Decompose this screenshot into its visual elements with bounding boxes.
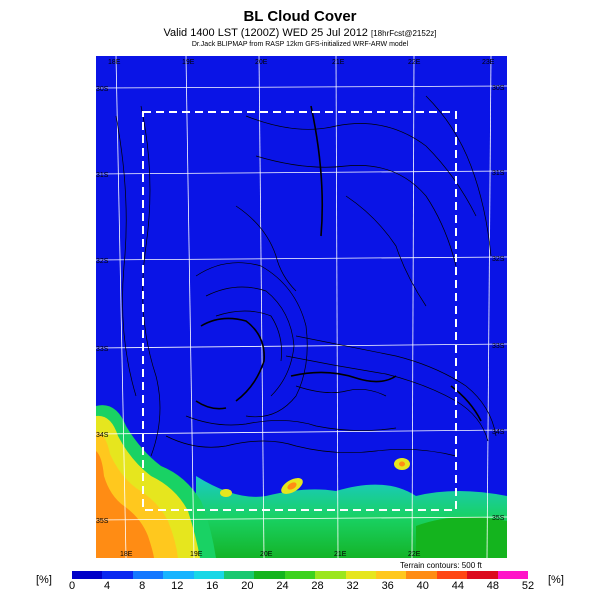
lon-label: 20E — [255, 59, 268, 66]
lat-label: 31S — [96, 172, 109, 179]
forecast-info: [18hrFcst@2152z] — [371, 29, 437, 38]
colorbar-segment — [497, 571, 529, 579]
lon-label: 18E — [120, 551, 133, 558]
lat-label: 35S — [96, 518, 109, 525]
lat-label: 34S — [492, 429, 505, 436]
colorbar-tick-label: 16 — [206, 580, 219, 592]
colorbar-segment — [345, 571, 377, 579]
lat-label: 33S — [492, 343, 505, 350]
lon-label: 19E — [190, 551, 203, 558]
colorbar-tick-label: 28 — [311, 580, 324, 592]
terrain-contours — [115, 95, 497, 457]
cloud-spot — [220, 489, 232, 497]
model-credit: Dr.Jack BLIPMAP from RASP 12km GFS-initi… — [191, 41, 409, 48]
colorbar-segment — [406, 571, 437, 579]
colorbar-segment — [163, 571, 194, 579]
colorbar — [72, 571, 529, 579]
colorbar-segment — [436, 571, 468, 579]
map-canvas: 18E 19E 20E 21E 22E 23E 18E 19E 20E 21E … — [96, 56, 507, 558]
lat-label: 30S — [96, 86, 109, 93]
colorbar-segment — [193, 571, 225, 579]
colorbar-tick-label: 12 — [171, 580, 184, 592]
cloud-spot — [399, 461, 405, 467]
colorbar-segment — [132, 571, 164, 579]
lon-label: 19E — [182, 59, 195, 66]
terrain-contour-note: Terrain contours: 500 ft — [400, 561, 482, 570]
colorbar-tick-label: 0 — [68, 580, 76, 592]
colorbar-segment — [467, 571, 498, 579]
western-cloud-max — [96, 451, 154, 558]
colorbar-segment — [224, 571, 255, 579]
lon-label: 18E — [108, 59, 121, 66]
colorbar-tick-label: 20 — [241, 580, 254, 592]
lat-label: 32S — [96, 258, 109, 265]
valid-time: Valid 1400 LST (1200Z) WED 25 Jul 2012 — [163, 27, 368, 39]
lat-label: 35S — [492, 515, 505, 522]
colorbar-tick-label: 36 — [381, 580, 394, 592]
lon-label: 22E — [408, 551, 421, 558]
lat-label: 33S — [96, 346, 109, 353]
lon-label: 22E — [408, 59, 421, 66]
cloud-spot — [287, 482, 297, 490]
eastern-cloud-patch — [416, 517, 507, 558]
colorbar-tick-label: 24 — [276, 580, 289, 592]
lon-label: 23E — [482, 59, 495, 66]
lon-label: 20E — [260, 551, 273, 558]
colorbar-unit-left: [%] — [36, 574, 52, 586]
colorbar-segment — [284, 571, 316, 579]
lon-label: 21E — [334, 551, 347, 558]
colorbar-segment — [376, 571, 407, 579]
major-terrain-contours — [195, 105, 482, 422]
colorbar-tick-label: 52 — [521, 580, 535, 592]
colorbar-tick-label: 32 — [346, 580, 359, 592]
colorbar-segment — [102, 571, 133, 579]
lat-label: 32S — [492, 256, 505, 263]
cloud-cover-map: 18E 19E 20E 21E 22E 23E 18E 19E 20E 21E … — [96, 56, 507, 558]
colorbar-segment — [254, 571, 285, 579]
colorbar-tick-label: 8 — [139, 580, 146, 592]
lon-label: 21E — [332, 59, 345, 66]
lat-label: 34S — [96, 432, 109, 439]
colorbar-segment — [315, 571, 346, 579]
colorbar-tick-label: 48 — [486, 580, 500, 592]
lat-label: 31S — [492, 170, 505, 177]
inner-domain-box — [142, 111, 457, 511]
valid-time-subtitle: Valid 1400 LST (1200Z) WED 25 Jul 2012 [… — [0, 27, 600, 39]
colorbar-tick-label: 4 — [104, 580, 111, 592]
colorbar-segment — [72, 571, 103, 579]
lat-label: 30S — [492, 85, 505, 92]
lat-lon-grid — [96, 56, 507, 558]
colorbar-unit-right: [%] — [548, 574, 564, 586]
colorbar-tick-label: 40 — [416, 580, 429, 592]
colorbar-tick-label: 44 — [451, 580, 464, 592]
map-title: BL Cloud Cover — [243, 8, 357, 25]
